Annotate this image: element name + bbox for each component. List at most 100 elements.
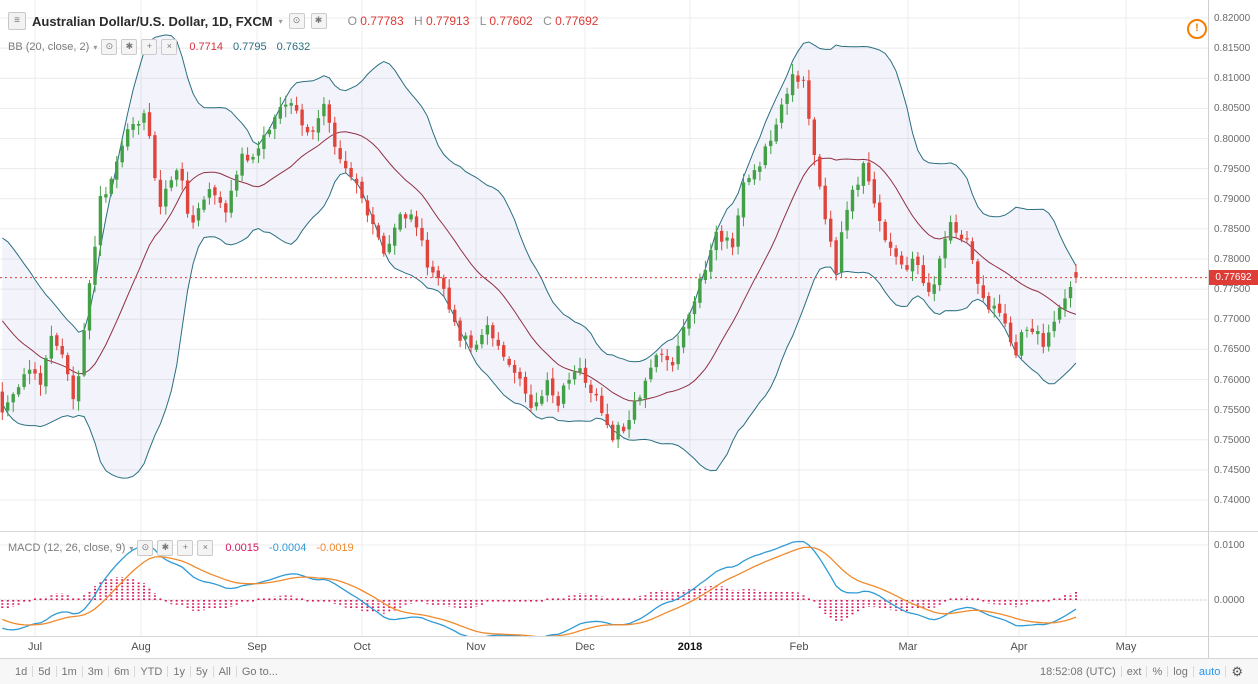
high-value: 0.77913 xyxy=(426,14,470,28)
bb-indicator-legend: BB (20, close, 2) ▾ ⊙ ✱ + × 0.7714 0.779… xyxy=(8,39,310,55)
bollinger-fill xyxy=(2,34,1076,479)
visibility-icon[interactable]: ⊙ xyxy=(288,13,305,29)
time-axis-label: Mar xyxy=(898,641,918,653)
high-label: H xyxy=(414,14,423,28)
symbol-legend: ≡ Australian Dollar/U.S. Dollar, 1D, FXC… xyxy=(8,12,598,30)
settings-gear-icon[interactable]: ✱ xyxy=(157,540,174,556)
chevron-down-icon[interactable]: ▾ xyxy=(93,42,98,52)
chart-title[interactable]: Australian Dollar/U.S. Dollar, 1D, FXCM xyxy=(32,13,273,29)
alert-icon[interactable]: ! xyxy=(1187,19,1207,39)
open-value: 0.77783 xyxy=(360,14,404,28)
chevron-down-icon[interactable]: ▾ xyxy=(278,16,283,26)
bottom-toolbar: 1d 5d 1m 3m 6m YTD 1y 5y All Go to... 18… xyxy=(0,658,1258,684)
price-axis-label: 0.79500 xyxy=(1214,163,1251,175)
macd-histogram xyxy=(1,577,1077,623)
last-price-label: 0.77692 xyxy=(1209,269,1258,285)
range-5y-button[interactable]: 5y xyxy=(195,665,208,678)
price-axis-label: 0.80500 xyxy=(1214,103,1251,115)
close-label: C xyxy=(543,14,552,28)
macd-label[interactable]: MACD (12, 26, close, 9) xyxy=(8,542,126,554)
range-1m-button[interactable]: 1m xyxy=(61,665,77,678)
time-axis[interactable]: Jul Aug Sep Oct Nov Dec 2018 Feb Mar Apr May xyxy=(0,637,1208,658)
price-axis-label: 0.78500 xyxy=(1214,223,1251,235)
goto-button[interactable]: Go to... xyxy=(241,665,278,678)
candles xyxy=(0,64,1078,448)
pane-divider[interactable] xyxy=(0,531,1258,532)
visibility-icon[interactable]: ⊙ xyxy=(101,39,118,55)
time-axis-label: Aug xyxy=(131,641,151,653)
divider xyxy=(235,666,237,677)
chevron-down-icon[interactable]: ▾ xyxy=(129,543,134,553)
time-axis-label: Apr xyxy=(1010,641,1028,653)
low-value: 0.77602 xyxy=(489,14,533,28)
macd-chart[interactable] xyxy=(0,532,1208,636)
visibility-icon[interactable]: ⊙ xyxy=(137,540,154,556)
macd-signal-value: -0.0019 xyxy=(316,542,354,554)
price-axis-label: 0.77000 xyxy=(1214,314,1251,326)
divider xyxy=(81,666,83,677)
macd-histogram-value: 0.0015 xyxy=(225,542,260,554)
divider xyxy=(167,666,169,677)
divider xyxy=(189,666,191,677)
bollinger-lower-line xyxy=(1,172,1077,479)
time-axis-label: 2018 xyxy=(677,641,703,653)
macd-line xyxy=(2,540,1077,636)
price-chart[interactable] xyxy=(0,0,1208,531)
bb-label[interactable]: BB (20, close, 2) xyxy=(8,41,90,53)
pane-divider[interactable] xyxy=(0,636,1258,637)
time-axis-label: Jul xyxy=(27,641,43,653)
menu-icon[interactable]: ≡ xyxy=(8,12,26,30)
range-all-button[interactable]: All xyxy=(218,665,231,678)
time-axis-label: Feb xyxy=(789,641,809,653)
divider xyxy=(1167,666,1169,677)
price-axis-label: 0.80000 xyxy=(1214,133,1251,145)
price-axis-label: 0.76000 xyxy=(1214,374,1251,386)
macd-axis-label: 0.0000 xyxy=(1214,595,1245,606)
percent-scale-toggle[interactable]: % xyxy=(1152,665,1163,678)
log-scale-toggle[interactable]: log xyxy=(1173,665,1188,678)
price-axis-label: 0.79000 xyxy=(1214,193,1251,205)
time-axis-label: Nov xyxy=(466,641,486,653)
macd-axis-label: 0.0100 xyxy=(1214,540,1245,551)
add-icon[interactable]: + xyxy=(141,39,158,55)
price-axis-label: 0.78000 xyxy=(1214,254,1251,265)
time-axis-label: May xyxy=(1115,641,1137,653)
range-1y-button[interactable]: 1y xyxy=(173,665,185,678)
price-axis[interactable]: 0.77692 0.82000 0.81500 0.81000 0.80500 0.80… xyxy=(1208,0,1258,658)
divider xyxy=(32,666,34,677)
range-6m-button[interactable]: 6m xyxy=(114,665,130,678)
divider xyxy=(108,666,110,677)
range-1d-button[interactable]: 1d xyxy=(15,665,28,678)
macd-line-value: -0.0004 xyxy=(269,542,307,554)
macd-indicator-legend: MACD (12, 26, close, 9) ▾ ⊙ ✱ + × 0.0015… xyxy=(8,540,354,556)
divider xyxy=(55,666,57,677)
close-icon[interactable]: × xyxy=(161,39,178,55)
price-axis-label: 0.81000 xyxy=(1214,73,1251,85)
auto-scale-toggle[interactable]: auto xyxy=(1198,665,1221,678)
open-label: O xyxy=(347,14,357,28)
settings-gear-icon[interactable]: ⚙ xyxy=(1231,663,1243,679)
price-axis-label: 0.75500 xyxy=(1214,404,1251,416)
bollinger-upper-line xyxy=(2,34,1077,363)
extended-hours-toggle[interactable]: ext xyxy=(1126,665,1142,678)
add-icon[interactable]: + xyxy=(177,540,194,556)
price-axis-label: 0.81500 xyxy=(1214,43,1251,55)
close-icon[interactable]: × xyxy=(197,540,214,556)
divider xyxy=(1225,666,1227,677)
divider xyxy=(1146,666,1148,677)
ohlc-values: O 0.77783 H 0.77913 L 0.77602 C 0.77692 xyxy=(341,14,599,28)
range-5d-button[interactable]: 5d xyxy=(38,665,51,678)
divider xyxy=(134,666,136,677)
price-axis-label: 0.77500 xyxy=(1214,284,1251,296)
time-axis-label: Oct xyxy=(353,641,371,653)
settings-gear-icon[interactable]: ✱ xyxy=(310,13,327,29)
price-axis-label: 0.82000 xyxy=(1214,13,1251,24)
divider xyxy=(1120,666,1122,677)
range-3m-button[interactable]: 3m xyxy=(87,665,104,678)
settings-gear-icon[interactable]: ✱ xyxy=(121,39,138,55)
divider xyxy=(1192,666,1194,677)
range-ytd-button[interactable]: YTD xyxy=(140,665,163,678)
price-axis-label: 0.74000 xyxy=(1214,495,1251,506)
close-value: 0.77692 xyxy=(555,14,599,28)
